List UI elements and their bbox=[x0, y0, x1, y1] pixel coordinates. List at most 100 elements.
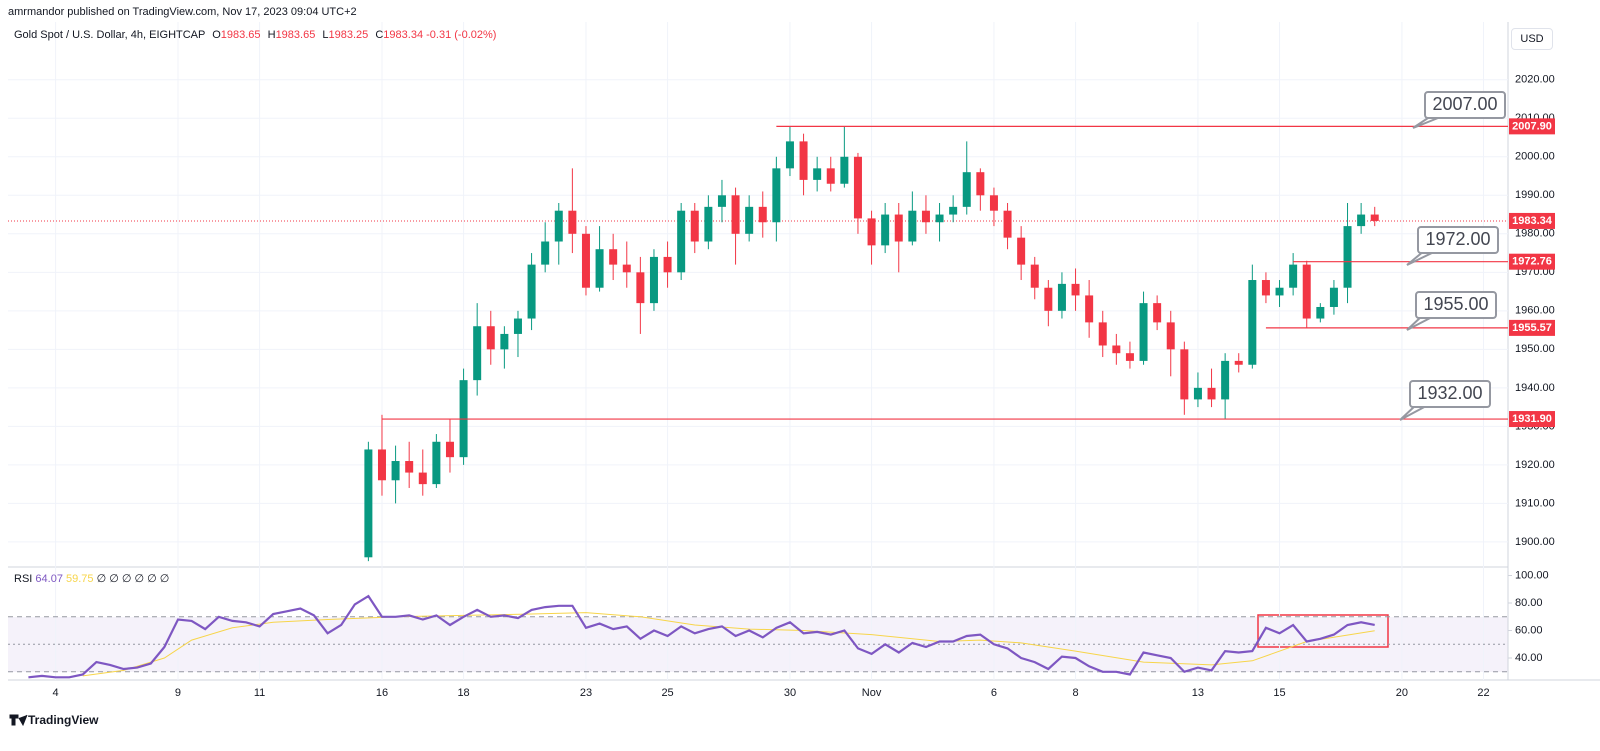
y-tick-label: 2000.00 bbox=[1515, 151, 1555, 163]
ohlc-value: 1983.65 bbox=[220, 29, 261, 41]
y-tick-label: 1960.00 bbox=[1515, 305, 1555, 317]
candle-body bbox=[1248, 280, 1257, 365]
ohlc-key: O bbox=[212, 29, 221, 41]
candle-body bbox=[527, 264, 536, 319]
callout-label: 1955.00 bbox=[1423, 294, 1488, 314]
candle-body bbox=[894, 214, 903, 242]
x-tick-label: 25 bbox=[661, 687, 673, 699]
highlight-box bbox=[1257, 614, 1389, 648]
symbol: Gold Spot / U.S. Dollar, 4h, EIGHTCAP bbox=[14, 29, 206, 41]
candle-body bbox=[432, 441, 441, 485]
candle-body bbox=[609, 249, 618, 265]
candle-body bbox=[1221, 360, 1230, 400]
callout-box bbox=[1417, 226, 1499, 254]
x-tick-label: 23 bbox=[580, 687, 592, 699]
candle-body bbox=[908, 210, 917, 242]
candle-body bbox=[1329, 287, 1338, 307]
candle-body bbox=[799, 141, 808, 180]
x-tick-label: 30 bbox=[784, 687, 796, 699]
x-tick-label: 18 bbox=[457, 687, 469, 699]
callout-box bbox=[1409, 380, 1491, 408]
y-tick-label: 1940.00 bbox=[1515, 382, 1555, 394]
candle-body bbox=[1098, 322, 1107, 346]
candle-body bbox=[731, 195, 740, 234]
candle-body bbox=[690, 210, 699, 242]
candle-body bbox=[377, 449, 386, 481]
candle-body bbox=[1180, 349, 1189, 400]
y-tick-label: 1910.00 bbox=[1515, 497, 1555, 509]
y-tick-label: 1950.00 bbox=[1515, 343, 1555, 355]
x-tick-label: 6 bbox=[991, 687, 997, 699]
candle-body bbox=[976, 172, 985, 196]
candle-body bbox=[1343, 226, 1352, 288]
callout-box bbox=[1424, 91, 1506, 119]
candle-body bbox=[1166, 322, 1175, 350]
x-tick-label: Nov bbox=[862, 687, 882, 699]
candle-body bbox=[1044, 287, 1053, 311]
last-price-box bbox=[1509, 212, 1555, 229]
candle-body bbox=[418, 472, 427, 485]
currency-button[interactable]: USD bbox=[1511, 28, 1553, 50]
logo bbox=[9, 714, 28, 727]
candle-body bbox=[1261, 280, 1270, 296]
level-label-box bbox=[1509, 253, 1555, 270]
y-tick-label: 1920.00 bbox=[1515, 459, 1555, 471]
candle-body bbox=[717, 195, 726, 207]
candle-body bbox=[1193, 387, 1202, 400]
candle-body bbox=[704, 206, 713, 242]
candle-body bbox=[622, 264, 631, 273]
candle-body bbox=[445, 441, 454, 458]
y-tick-label: 60.00 bbox=[1515, 624, 1543, 636]
candle-body bbox=[1357, 214, 1366, 227]
candle-body bbox=[1071, 283, 1080, 296]
change: -0.31 (-0.02%) bbox=[426, 29, 497, 41]
rsi-ma-line bbox=[82, 612, 1375, 677]
footer: TradingView bbox=[28, 713, 99, 727]
ohlc-value: 1983.65 bbox=[275, 29, 316, 41]
symbol-legend: Gold Spot / U.S. Dollar, 4h, EIGHTCAP O1… bbox=[14, 29, 496, 41]
level-label: 2007.90 bbox=[1512, 120, 1552, 132]
candle-body bbox=[486, 326, 495, 350]
candle-body bbox=[649, 256, 658, 304]
x-tick-label: 22 bbox=[1477, 687, 1489, 699]
callout-box bbox=[1415, 291, 1497, 319]
candle-body bbox=[853, 156, 862, 219]
level-label-box bbox=[1509, 411, 1555, 428]
candle-body bbox=[500, 333, 509, 350]
y-tick-label: 1990.00 bbox=[1515, 189, 1555, 201]
x-tick-label: 4 bbox=[53, 687, 59, 699]
y-tick-label: 1980.00 bbox=[1515, 228, 1555, 240]
candle-body bbox=[541, 241, 550, 265]
callout-label: 1972.00 bbox=[1425, 229, 1490, 249]
x-tick-label: 20 bbox=[1396, 687, 1408, 699]
rsi-extra: ∅ ∅ ∅ ∅ ∅ ∅ bbox=[96, 573, 170, 585]
candle-body bbox=[1003, 210, 1012, 238]
candle-body bbox=[513, 318, 522, 334]
y-tick-label: 100.00 bbox=[1515, 569, 1549, 581]
callout-label: 1932.00 bbox=[1417, 383, 1482, 403]
candle-body bbox=[881, 214, 890, 246]
candle-body bbox=[813, 168, 822, 180]
rsi-line bbox=[28, 594, 1375, 679]
x-tick-label: 15 bbox=[1273, 687, 1285, 699]
candle-body bbox=[581, 233, 590, 288]
x-tick-label: 8 bbox=[1072, 687, 1078, 699]
candle-body bbox=[636, 272, 645, 304]
level-label-box bbox=[1509, 118, 1555, 135]
candle-body bbox=[1125, 353, 1134, 361]
ohlc-value: 1983.25 bbox=[328, 29, 369, 41]
ohlc-key: L bbox=[322, 29, 329, 41]
candle-body bbox=[745, 206, 754, 234]
callout-label: 2007.00 bbox=[1432, 94, 1497, 114]
candle-body bbox=[1057, 283, 1066, 311]
last-price-label: 1983.34 bbox=[1512, 215, 1553, 227]
rsi-value: 64.07 bbox=[35, 573, 63, 585]
y-tick-label: 40.00 bbox=[1515, 652, 1543, 664]
candle-body bbox=[1153, 303, 1162, 323]
candle-body bbox=[989, 195, 998, 211]
candle-body bbox=[1139, 303, 1148, 361]
candle-body bbox=[1289, 264, 1298, 288]
candle-body bbox=[391, 461, 400, 481]
y-tick-label: 80.00 bbox=[1515, 597, 1543, 609]
candle-body bbox=[1275, 287, 1284, 296]
